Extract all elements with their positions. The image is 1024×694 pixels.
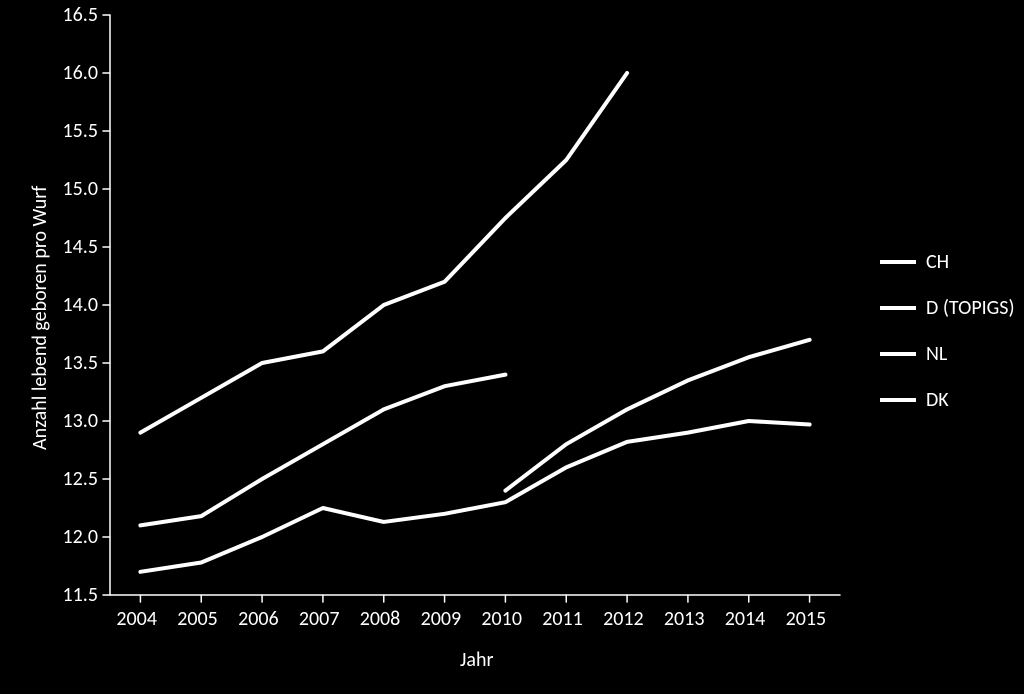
series-D (TOPIGS) (140, 375, 505, 526)
chart-svg (0, 0, 1024, 694)
series-NL (505, 340, 809, 491)
series-CH (140, 421, 809, 572)
series-DK (140, 73, 627, 433)
line-chart: Anzahl lebend geboren pro Wurf Jahr CHD … (0, 0, 1024, 694)
